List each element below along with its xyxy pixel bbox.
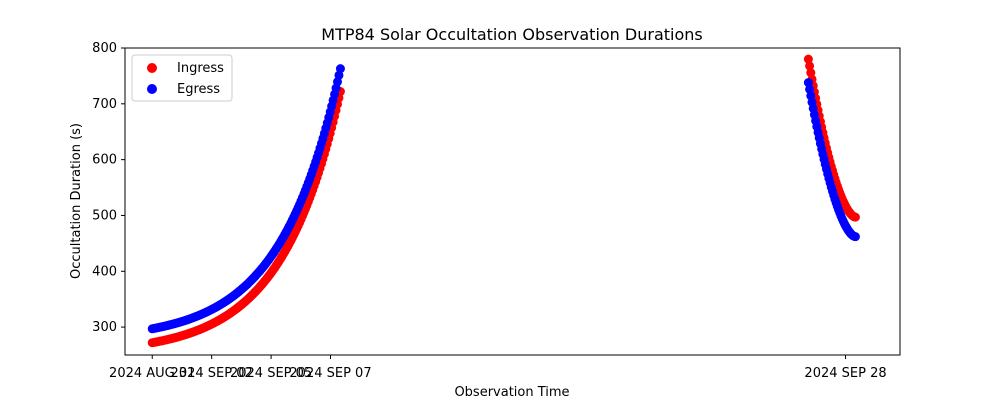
y-tick-label: 600 <box>92 153 117 168</box>
y-tick-label: 700 <box>92 97 117 112</box>
y-axis-label: Occultation Duration (s) <box>69 123 84 279</box>
legend-label-ingress: Ingress <box>177 61 224 76</box>
y-tick-label: 400 <box>92 264 117 279</box>
legend-label-egress: Egress <box>177 82 220 97</box>
legend-box <box>131 54 233 102</box>
y-tick-label: 800 <box>92 41 117 56</box>
legend: Ingress Egress <box>131 54 233 102</box>
legend-marker-ingress <box>147 63 157 73</box>
x-axis-label: Observation Time <box>454 385 569 400</box>
data-points <box>147 54 860 348</box>
x-tick-label: 2024 AUG 31 <box>109 366 195 381</box>
chart-title: MTP84 Solar Occultation Observation Dura… <box>321 25 702 44</box>
egress-point <box>850 232 860 242</box>
y-axis: 300 400 500 600 700 800 <box>92 41 125 335</box>
ingress-point <box>850 212 860 222</box>
x-tick-label: 2024 SEP 02 <box>171 366 253 381</box>
y-tick-label: 500 <box>92 208 117 223</box>
plot-area <box>125 48 900 355</box>
x-tick-label: 2024 SEP 05 <box>230 366 312 381</box>
y-tick-label: 300 <box>92 320 117 335</box>
plot-frame <box>124 47 901 356</box>
legend-marker-egress <box>147 84 157 94</box>
egress-point <box>803 78 813 88</box>
ingress-point <box>805 61 815 71</box>
x-tick-label: 2024 SEP 07 <box>289 366 371 381</box>
x-tick-label: 2024 SEP 28 <box>804 366 886 381</box>
egress-point <box>335 64 345 74</box>
ingress-point <box>803 54 813 64</box>
